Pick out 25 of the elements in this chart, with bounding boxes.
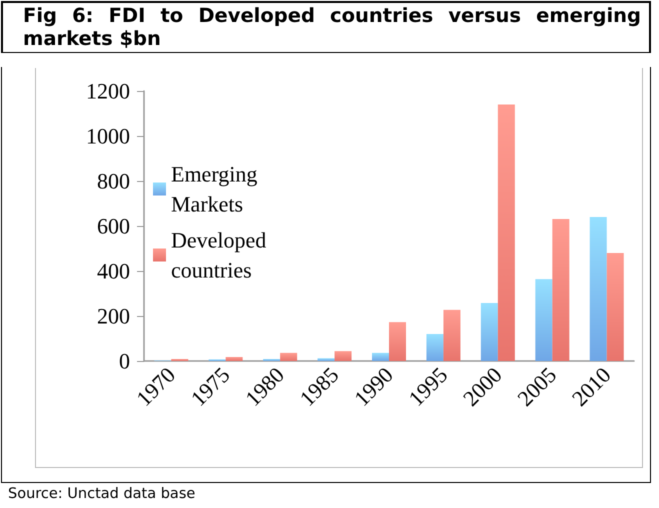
bar <box>334 351 352 361</box>
bar <box>498 104 515 361</box>
bar <box>443 310 460 361</box>
y-tick-label: 600 <box>97 214 130 238</box>
y-tick-label: 1000 <box>86 124 130 148</box>
bar <box>480 302 498 361</box>
bar <box>372 352 389 361</box>
y-tick-label: 200 <box>97 304 130 328</box>
y-tick-label: 400 <box>97 258 130 284</box>
chart-title: Fig 6: FDI to Developed countries versus emerging markets $bn <box>1 1 651 53</box>
bar <box>318 358 335 361</box>
bar <box>590 217 607 361</box>
y-tick-label: 1200 <box>86 78 130 104</box>
bar <box>552 219 570 361</box>
bar <box>389 322 406 361</box>
bar <box>606 253 624 361</box>
legend-label: Emerging Markets <box>171 162 263 216</box>
y-tick-label: 0 <box>119 348 130 374</box>
bar <box>226 356 243 361</box>
source-note: Source: Unctad data base <box>8 486 196 502</box>
bar <box>426 334 444 361</box>
y-tick-label: 800 <box>97 168 130 194</box>
bar <box>280 352 298 361</box>
legend-label: Developed countries <box>171 228 272 282</box>
bar <box>535 279 552 361</box>
